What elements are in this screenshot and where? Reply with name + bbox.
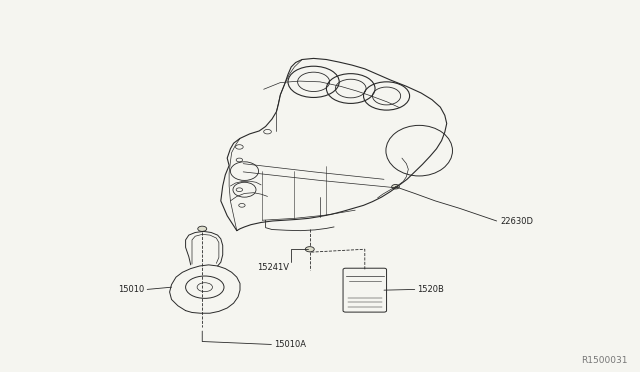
Text: 1520B: 1520B xyxy=(417,285,444,294)
Text: R1500031: R1500031 xyxy=(580,356,627,365)
Text: 22630D: 22630D xyxy=(500,217,534,226)
Circle shape xyxy=(392,185,399,189)
Text: 15010: 15010 xyxy=(118,285,145,294)
Text: 15241V: 15241V xyxy=(257,263,289,272)
Circle shape xyxy=(198,226,207,231)
Circle shape xyxy=(305,247,314,252)
Text: 15010A: 15010A xyxy=(274,340,306,349)
